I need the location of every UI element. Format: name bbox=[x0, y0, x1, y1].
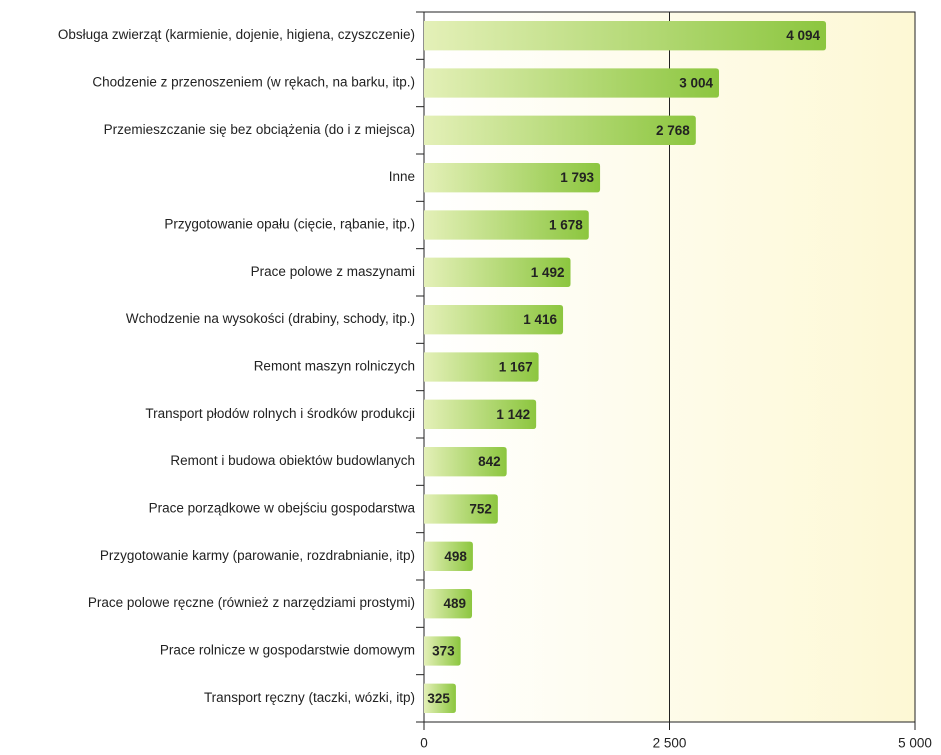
y-tick-label: Inne bbox=[389, 169, 415, 184]
y-tick-label: Wchodzenie na wysokości (drabiny, schody… bbox=[126, 311, 415, 326]
y-tick-label: Transport ręczny (taczki, wózki, itp) bbox=[204, 690, 415, 705]
bar bbox=[424, 636, 461, 666]
y-tick-label: Prace polowe ręczne (również z narzędzia… bbox=[88, 595, 415, 610]
y-tick-label: Prace rolnicze w gospodarstwie domowym bbox=[160, 643, 415, 658]
value-label: 489 bbox=[443, 596, 466, 611]
bar bbox=[424, 20, 827, 51]
bar bbox=[424, 446, 507, 477]
value-label: 373 bbox=[432, 644, 455, 659]
bar bbox=[424, 162, 601, 193]
x-tick-label: 5 000 bbox=[898, 736, 932, 751]
bar bbox=[424, 399, 537, 430]
bar bbox=[424, 115, 696, 146]
bar bbox=[424, 588, 473, 619]
value-label: 498 bbox=[444, 549, 467, 564]
bar bbox=[424, 494, 498, 524]
y-tick-label: Przygotowanie opału (cięcie, rąbanie, it… bbox=[164, 217, 415, 232]
bar bbox=[424, 257, 571, 288]
y-tick-label: Przemieszczanie się bez obciążenia (do i… bbox=[104, 122, 415, 137]
y-tick-label: Przygotowanie karmy (parowanie, rozdrabn… bbox=[100, 548, 415, 563]
value-label: 1 416 bbox=[523, 312, 557, 327]
value-label: 1 142 bbox=[496, 407, 530, 422]
value-label: 752 bbox=[469, 502, 492, 517]
x-tick-label: 2 500 bbox=[653, 736, 687, 751]
value-label: 1 492 bbox=[531, 265, 565, 280]
value-label: 1 793 bbox=[560, 170, 594, 185]
value-label: 842 bbox=[478, 454, 501, 469]
bar bbox=[424, 683, 456, 714]
y-tick-label: Remont maszyn rolniczych bbox=[254, 359, 415, 374]
y-tick-label: Remont i budowa obiektów budowlanych bbox=[170, 453, 415, 468]
value-label: 1 678 bbox=[549, 218, 583, 233]
y-tick-label: Prace polowe z maszynami bbox=[251, 264, 415, 279]
bar bbox=[424, 68, 719, 98]
y-tick-label: Prace porządkowe w obejściu gospodarstwa bbox=[149, 501, 416, 516]
y-tick-label: Chodzenie z przenoszeniem (w rękach, na … bbox=[92, 75, 415, 90]
bar bbox=[424, 352, 539, 382]
bar bbox=[424, 541, 473, 572]
y-tick-label: Transport płodów rolnych i środków produ… bbox=[145, 406, 415, 421]
value-label: 2 768 bbox=[656, 123, 690, 138]
bar bbox=[424, 304, 564, 335]
value-label: 3 004 bbox=[679, 76, 713, 91]
value-label: 4 094 bbox=[786, 28, 820, 43]
bar bbox=[424, 210, 589, 240]
value-label: 1 167 bbox=[499, 360, 533, 375]
x-tick-label: 0 bbox=[420, 736, 428, 751]
y-tick-label: Obsługa zwierząt (karmienie, dojenie, hi… bbox=[58, 27, 415, 42]
value-label: 325 bbox=[427, 691, 450, 706]
